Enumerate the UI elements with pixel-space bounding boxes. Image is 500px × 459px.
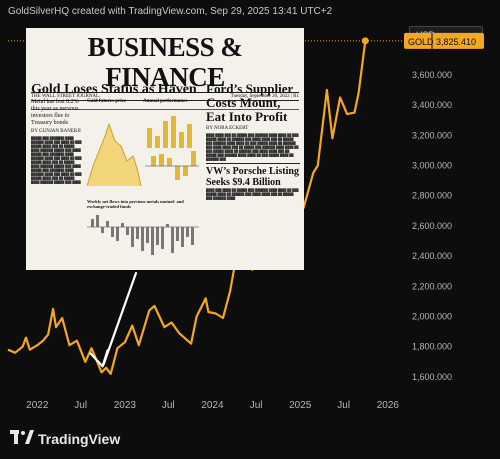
price-label-symbol: GOLD	[408, 37, 434, 47]
annotation-arrow-head	[89, 349, 109, 368]
last-price-dot	[361, 37, 369, 45]
tradingview-brand: TradingView	[38, 430, 121, 447]
x-tick-label: Jul	[250, 400, 263, 411]
tradingview-footer[interactable]: TradingView	[10, 430, 120, 447]
y-tick-label: 2,800.000	[412, 191, 452, 201]
newspaper-date: Tuesday, September 20, 2022 | B1	[230, 94, 299, 99]
newspaper-chart-flows-label: Weekly net flows into precious metals mu…	[87, 199, 184, 209]
gold-price-line	[7, 40, 367, 375]
x-tick-label: Jul	[162, 400, 175, 411]
newspaper-main-headline: Gold Loses Status as Haven	[31, 82, 197, 97]
newspaper-left-column: Gold Loses Status as Haven Metal has los…	[31, 82, 201, 255]
newspaper-main-subhead: Metal has lost 8.2% this year as nervous…	[31, 99, 79, 126]
price-label-box	[404, 32, 484, 49]
newspaper-ford-body: ████ ████ ███ ██ █████ ███ ██████ ████ █…	[206, 133, 299, 161]
newspaper-vw-body: ████ ███ ████ ██ █████ ███ ██████ ████ █…	[206, 188, 299, 200]
newspaper-clipping: BUSINESS & FINANCE THE WALL STREET JOURN…	[26, 28, 304, 270]
y-tick-label: 3,000.000	[412, 160, 452, 170]
y-tick-label: 2,000.000	[412, 311, 452, 321]
tradingview-logo-icon	[10, 430, 34, 447]
y-tick-label: 3,400.000	[412, 100, 452, 110]
newspaper-mini-charts	[87, 116, 199, 187]
newspaper-body-text: █████ ███ ███████ ████ ██████ ████ ███ █…	[31, 136, 82, 184]
x-tick-label: Jul	[74, 400, 87, 411]
newspaper-ford-byline: BY NORA ECKERT	[206, 126, 249, 131]
newspaper-flow-chart	[87, 215, 199, 255]
newspaper-vw-headline: VW’s Porsche Listing Seeks $9.4 Billion	[206, 163, 300, 188]
x-tick-label: 2025	[289, 400, 312, 411]
annotation-arrow-shaft	[102, 271, 138, 366]
newspaper-main-byline: BY GUNJAN BANERJI	[31, 129, 81, 134]
newspaper-ticker-strip	[31, 101, 299, 110]
chart-attribution: GoldSilverHQ created with TradingView.co…	[8, 6, 333, 17]
x-tick-label: 2026	[377, 400, 400, 411]
newspaper-chart-annual-label: Annual performance	[143, 99, 188, 104]
y-tick-label: 1,600.000	[412, 372, 452, 382]
x-tick-label: Jul	[337, 400, 350, 411]
newspaper-publication: THE WALL STREET JOURNAL.	[31, 94, 101, 99]
newspaper-chart-gold-label: Gold futures price	[87, 99, 127, 104]
x-tick-label: 2023	[114, 400, 137, 411]
newspaper-right-column: Ford’s Supplier Costs Mount, Eat Into Pr…	[206, 82, 300, 200]
y-tick-label: 2,600.000	[412, 221, 452, 231]
x-tick-label: 2022	[26, 400, 49, 411]
newspaper-dateline: THE WALL STREET JOURNAL. Tuesday, Septem…	[31, 93, 299, 101]
price-label-value: 3,825.410	[436, 37, 476, 47]
newspaper-ford-headline: Ford’s Supplier Costs Mount, Eat Into Pr…	[206, 81, 294, 124]
newspaper-masthead: BUSINESS & FINANCE	[31, 32, 299, 93]
y-tick-label: 1,800.000	[412, 342, 452, 352]
x-tick-label: 2024	[201, 400, 224, 411]
y-tick-label: 2,200.000	[412, 281, 452, 291]
y-tick-label: 3,200.000	[412, 130, 452, 140]
y-tick-label: 2,400.000	[412, 251, 452, 261]
y-tick-label: 3,600.000	[412, 70, 452, 80]
